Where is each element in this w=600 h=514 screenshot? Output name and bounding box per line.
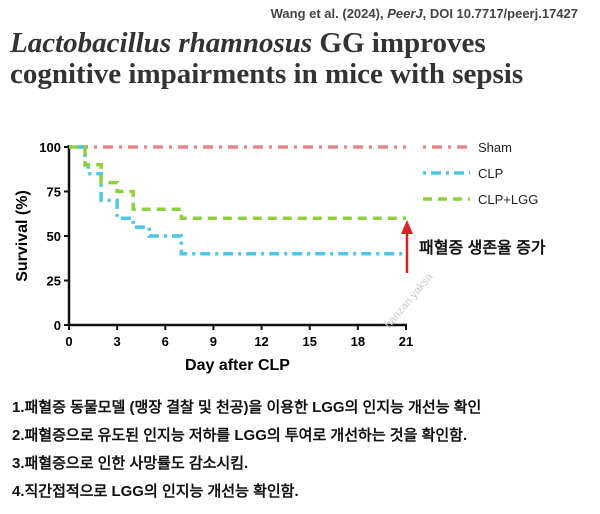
x-tick-label: 0 xyxy=(65,334,72,349)
y-tick-label: 50 xyxy=(47,229,61,244)
citation-authors: Wang et al. (2024), xyxy=(270,6,388,21)
x-tick-label: 3 xyxy=(114,334,121,349)
x-axis-label: Day after CLP xyxy=(185,357,290,374)
y-tick-label: 75 xyxy=(47,185,61,200)
legend-label: CLP xyxy=(478,166,503,181)
title-rest: GG improves cognitive impairments in mic… xyxy=(10,27,524,90)
y-tick-label: 0 xyxy=(54,318,61,333)
citation: Wang et al. (2024), PeerJ, DOI 10.7717/p… xyxy=(271,6,578,21)
citation-journal: PeerJ xyxy=(387,6,423,21)
y-axis-label: Survival (%) xyxy=(14,190,31,282)
title-species: Lactobacillus rhamnosus xyxy=(10,27,313,59)
findings-list: 1.패혈증 동물모델 (맹장 결찰 및 천공)을 이용한 LGG의 인지능 개선… xyxy=(12,394,481,506)
survival-chart: 0 25 50 75 100 0 3 6 9 12 15 18 21 Day after CLP Survi… xyxy=(14,140,538,374)
legend-label: Sham xyxy=(478,140,512,155)
x-tick-label: 18 xyxy=(351,334,365,349)
x-tick-label: 12 xyxy=(254,334,268,349)
series-line-clp xyxy=(69,145,406,256)
y-tick-label: 25 xyxy=(47,274,61,289)
x-tick-label: 9 xyxy=(210,334,217,349)
series-line-clp-lgg xyxy=(69,145,406,220)
x-tick-label: 15 xyxy=(302,334,316,349)
finding-item: 4.직간접적으로 LGG의 인지능 개선능 확인함. xyxy=(12,483,299,500)
finding-item: 2.패혈증으로 유도된 인지능 저하를 LGG의 투여로 개선하는 것을 확인함… xyxy=(12,427,468,444)
finding-item: 3.패혈증으로 인한 사망률도 감소시킴. xyxy=(12,455,249,472)
legend-label: CLP+LGG xyxy=(478,192,538,207)
finding-item: 1.패혈증 동물모델 (맹장 결찰 및 천공)을 이용한 LGG의 인지능 개선… xyxy=(12,399,482,416)
annotation: 패혈증 생존율 증가 xyxy=(419,240,546,257)
x-tick-label: 21 xyxy=(399,334,413,349)
citation-doi: , DOI 10.7717/peerj.17427 xyxy=(422,6,578,21)
page-title: Lactobacillus rhamnosus GG improves cogn… xyxy=(10,28,590,90)
y-tick-label: 100 xyxy=(39,140,61,155)
arrow-up-icon xyxy=(401,220,413,234)
x-tick-label: 6 xyxy=(162,334,169,349)
